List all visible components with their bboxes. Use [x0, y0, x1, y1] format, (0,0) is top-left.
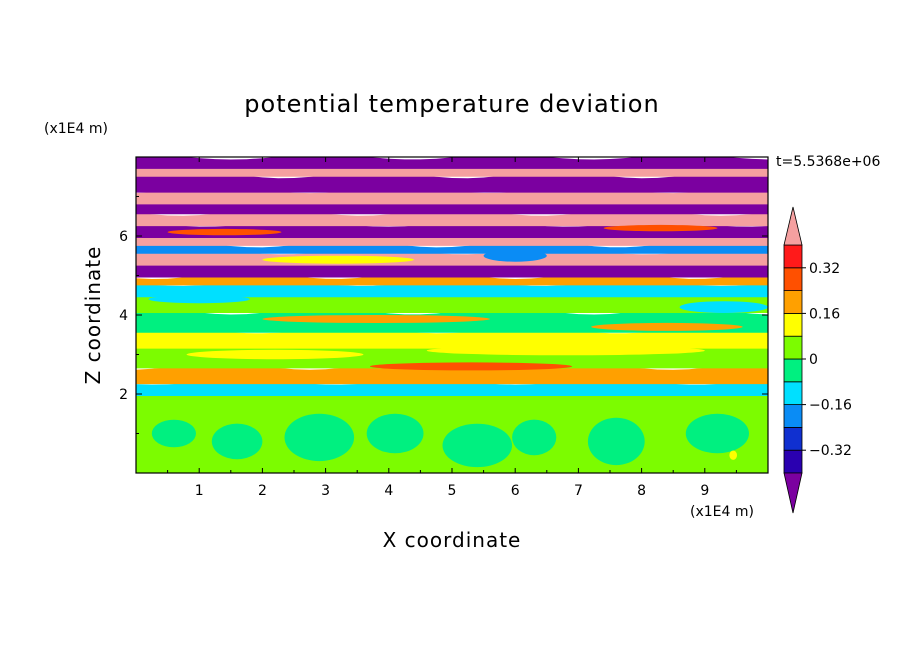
- contour-plot: [136, 157, 768, 473]
- contour-eddy: [148, 295, 250, 304]
- contour-eddy: [483, 249, 547, 262]
- colorbar-label: 0.32: [809, 261, 840, 277]
- colorbar-segment: [783, 267, 803, 291]
- colorbar-segment: [783, 290, 803, 314]
- contour-band: [136, 328, 768, 349]
- x-axis: 1 2 3 4 5 6 7 8 9: [167, 157, 737, 499]
- x-tick-label: 4: [384, 483, 393, 499]
- contour-band: [136, 240, 768, 254]
- colorbar-label: −0.32: [809, 443, 852, 459]
- x-tick-label: 5: [448, 483, 457, 499]
- contour-eddy: [284, 413, 355, 462]
- contour-eddy: [603, 224, 718, 232]
- y-unit-label: (x1E4 m): [44, 121, 108, 137]
- colorbar-labels: 0.32 0.16 0 −0.16 −0.32: [802, 261, 852, 459]
- colorbar-min-arrow: [783, 472, 803, 514]
- contour-band: [136, 262, 768, 278]
- contour-eddy: [685, 413, 750, 454]
- contour-eddy: [512, 419, 557, 456]
- colorbar-segment: [783, 449, 803, 474]
- colorbar-segment: [783, 404, 803, 428]
- y-axis: 2 4 6: [119, 196, 768, 434]
- colorbar-segment: [783, 244, 803, 269]
- contour-band: [136, 157, 768, 169]
- colorbar-label: −0.16: [809, 398, 852, 414]
- contour-eddy: [679, 301, 768, 313]
- colorbar-label: 0.16: [809, 306, 840, 322]
- contour-eddy: [211, 423, 263, 460]
- x-unit-label: (x1E4 m): [690, 504, 754, 520]
- contour-eddy: [369, 362, 573, 371]
- x-tick-label: 3: [321, 483, 330, 499]
- y-tick-label: 4: [119, 308, 128, 324]
- contour-eddy: [442, 423, 513, 468]
- colorbar-segment: [783, 358, 803, 383]
- x-tick-label: 8: [637, 483, 646, 499]
- contour-eddy: [186, 349, 364, 360]
- colorbar-segment: [783, 426, 803, 451]
- contour-eddy: [729, 450, 737, 460]
- x-axis-label: X coordinate: [383, 528, 522, 552]
- y-tick-label: 6: [119, 229, 128, 245]
- x-tick-label: 9: [700, 483, 709, 499]
- y-tick-label: 2: [119, 387, 128, 403]
- x-tick-label: 2: [258, 483, 267, 499]
- contour-eddy: [167, 228, 282, 236]
- colorbar-segment: [783, 335, 803, 360]
- contour-eddy: [366, 413, 424, 454]
- contour-band: [136, 293, 768, 314]
- contour-eddy: [262, 255, 415, 264]
- chart-title: potential temperature deviation: [244, 90, 659, 118]
- y-axis-label: Z coordinate: [81, 246, 105, 385]
- x-tick-label: 7: [574, 483, 583, 499]
- time-label: t=5.5368e+06: [776, 154, 880, 170]
- contour-eddy: [426, 345, 705, 356]
- colorbar-segment: [783, 312, 803, 337]
- x-tick-label: 6: [511, 483, 520, 499]
- contour-eddy: [151, 419, 196, 448]
- contour-eddy: [591, 322, 743, 331]
- colorbar-label: 0: [809, 352, 818, 368]
- x-tick-label: 1: [195, 483, 204, 499]
- contour-eddy: [587, 417, 645, 466]
- contour-eddy: [262, 315, 491, 323]
- colorbar-segment: [783, 381, 803, 405]
- colorbar-max-arrow: [783, 206, 803, 246]
- colorbar: [783, 206, 803, 514]
